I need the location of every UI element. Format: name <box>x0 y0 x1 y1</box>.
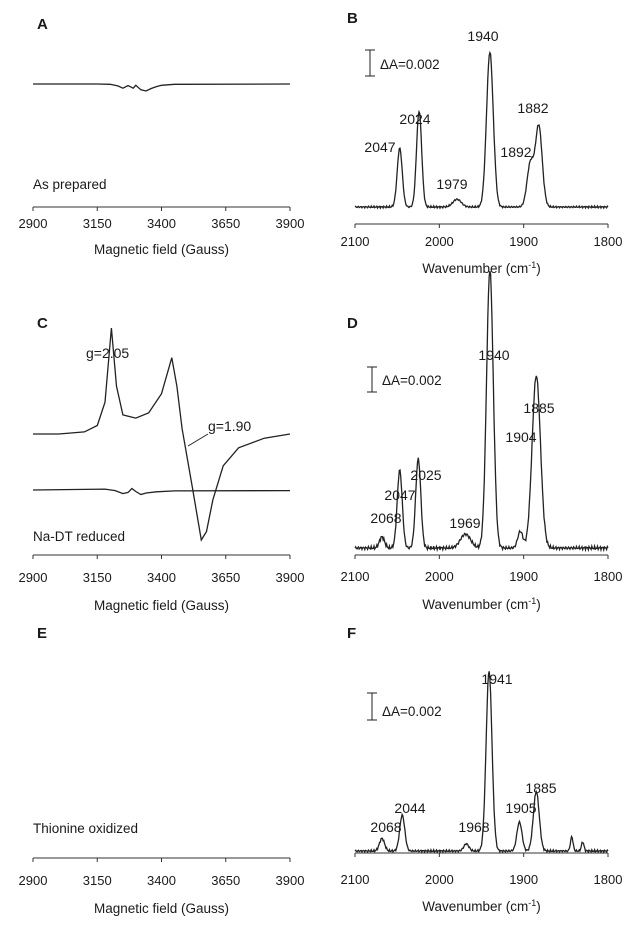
x-tick-label: 1800 <box>594 234 623 249</box>
peak-label: 2025 <box>410 467 441 483</box>
peak-label: 2024 <box>399 111 430 127</box>
peak-label: 1969 <box>449 515 480 531</box>
peak-label: 1882 <box>517 100 548 116</box>
x-tick-label: 3900 <box>276 570 305 585</box>
x-axis-title: Wavenumber (cm-1) <box>422 898 541 914</box>
x-tick-label: 1800 <box>594 569 623 584</box>
x-tick-label: 3400 <box>147 216 176 231</box>
peak-label: 1904 <box>505 429 536 445</box>
x-tick-label: 2900 <box>19 216 48 231</box>
panel-letter: F <box>347 625 356 642</box>
x-tick-label: 3400 <box>147 873 176 888</box>
scale-bar-label: ΔA=0.002 <box>380 57 440 72</box>
x-tick-label: 2000 <box>425 872 454 887</box>
peak-label: 2044 <box>394 800 425 816</box>
x-tick-label: 2100 <box>341 569 370 584</box>
x-tick-label: 2100 <box>341 872 370 887</box>
x-axis-title: Wavenumber (cm-1) <box>422 260 541 276</box>
g-value-leader-line <box>187 433 209 447</box>
peak-label: 2068 <box>370 819 401 835</box>
panel-c: C 2900 3150 3400 3650 3900 Magnetic field (Gau… <box>19 315 305 613</box>
panel-e: E 2900 3150 3400 3650 3900 Magnetic field (Gau… <box>19 487 305 916</box>
x-tick-label: 1900 <box>509 872 538 887</box>
g-value-label: g=2.05 <box>86 345 129 361</box>
peak-label: 2047 <box>384 487 415 503</box>
peak-label: 1968 <box>458 819 489 835</box>
spectrum-line <box>354 671 609 854</box>
x-tick-label: 3150 <box>83 570 112 585</box>
x-tick-label: 3650 <box>211 570 240 585</box>
spectrum-line <box>354 50 609 210</box>
peak-label: 2068 <box>370 510 401 526</box>
x-tick-label: 2000 <box>425 234 454 249</box>
scale-bar-label: ΔA=0.002 <box>382 373 442 388</box>
spectrum-line <box>32 487 291 496</box>
spectrum-line <box>33 83 291 92</box>
x-tick-label: 2900 <box>19 873 48 888</box>
x-tick-label: 3400 <box>147 570 176 585</box>
panel-letter: D <box>347 315 358 332</box>
x-tick-label: 1800 <box>594 872 623 887</box>
panel-letter: E <box>37 625 47 642</box>
panel-letter: A <box>37 16 48 33</box>
x-axis-title: Wavenumber (cm-1) <box>422 596 541 612</box>
x-tick-label: 3150 <box>83 873 112 888</box>
panel-letter: B <box>347 10 358 27</box>
panel-condition-label: Thionine oxidized <box>33 821 138 836</box>
panel-a: A 2900 3150 3400 3650 3900 Magnetic field (Gau… <box>19 16 305 257</box>
x-tick-label: 2100 <box>341 234 370 249</box>
x-tick-label: 3650 <box>211 873 240 888</box>
x-tick-label: 3650 <box>211 216 240 231</box>
panel-d: D 2100 2000 1900 1800 Wavenumber (cm-1) ΔA=0.0… <box>341 271 623 612</box>
panel-b: B 2100 2000 1900 1800 Wavenumber (cm-1) ΔA=0.0… <box>341 10 623 276</box>
peak-label: 1940 <box>467 28 498 44</box>
peak-label: 2047 <box>364 139 395 155</box>
g-value-label: g=1.90 <box>208 418 251 434</box>
x-axis-title: Magnetic field (Gauss) <box>94 901 229 916</box>
x-tick-label: 1900 <box>509 569 538 584</box>
panel-f: F 2100 2000 1900 1800 Wavenumber (cm-1) ΔA=0.0… <box>341 625 623 914</box>
spectrum-line <box>354 271 609 553</box>
x-tick-label: 3150 <box>83 216 112 231</box>
peak-label: 1979 <box>436 176 467 192</box>
spectrum-line <box>33 327 291 542</box>
panel-condition-label: Na-DT reduced <box>33 529 125 544</box>
scale-bar-label: ΔA=0.002 <box>382 704 442 719</box>
peak-label: 1905 <box>505 800 536 816</box>
panel-letter: C <box>37 315 48 332</box>
x-axis-title: Magnetic field (Gauss) <box>94 598 229 613</box>
peak-label: 1940 <box>478 347 509 363</box>
x-tick-label: 3900 <box>276 873 305 888</box>
peak-label: 1885 <box>523 400 554 416</box>
x-tick-label: 3900 <box>276 216 305 231</box>
x-tick-label: 2900 <box>19 570 48 585</box>
x-tick-label: 2000 <box>425 569 454 584</box>
x-axis-title: Magnetic field (Gauss) <box>94 242 229 257</box>
peak-label: 1941 <box>481 671 512 687</box>
peak-label: 1892 <box>500 144 531 160</box>
peak-label: 1885 <box>525 780 556 796</box>
panel-condition-label: As prepared <box>33 177 107 192</box>
x-tick-label: 1900 <box>509 234 538 249</box>
